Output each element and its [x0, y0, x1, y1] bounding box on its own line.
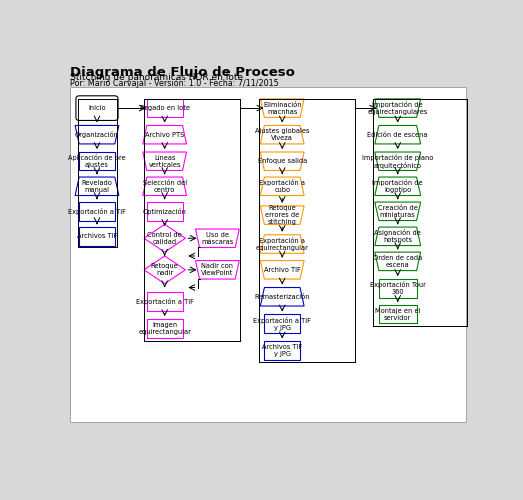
Text: Exportación a
cubo: Exportación a cubo — [259, 180, 305, 194]
Text: Exportación a TIF: Exportación a TIF — [68, 208, 126, 215]
Text: Eliminación
macnhas: Eliminación macnhas — [263, 102, 301, 114]
Polygon shape — [260, 235, 304, 254]
Polygon shape — [75, 126, 119, 144]
Text: Inicio: Inicio — [88, 105, 106, 111]
Polygon shape — [375, 227, 420, 246]
Text: Importación de plano
arquitectónico: Importación de plano arquitectónico — [362, 154, 434, 169]
Text: Diagrama de Flujo de Proceso: Diagrama de Flujo de Proceso — [70, 66, 295, 79]
Text: Creación de
miniaturas: Creación de miniaturas — [378, 205, 418, 218]
Polygon shape — [375, 202, 420, 220]
Text: Exportación a
equirectangular: Exportación a equirectangular — [256, 237, 309, 251]
Polygon shape — [260, 177, 304, 196]
Text: Exportación a TIF
y JPG: Exportación a TIF y JPG — [253, 316, 311, 330]
Text: Selección del
centro: Selección del centro — [143, 180, 187, 193]
FancyBboxPatch shape — [79, 227, 115, 246]
Text: Exportación Tour
360: Exportación Tour 360 — [370, 282, 426, 296]
Text: Enfoque salida: Enfoque salida — [258, 158, 307, 164]
Text: Archivos TIF
y JPG: Archivos TIF y JPG — [262, 344, 302, 357]
Polygon shape — [375, 252, 420, 270]
FancyBboxPatch shape — [147, 99, 183, 117]
FancyBboxPatch shape — [265, 342, 300, 360]
Polygon shape — [260, 99, 304, 117]
Text: Archivos TIF: Archivos TIF — [77, 234, 117, 239]
Text: Revelado
manual: Revelado manual — [82, 180, 112, 193]
Polygon shape — [375, 152, 420, 171]
Text: Ajustes globales
Viveza: Ajustes globales Viveza — [255, 128, 310, 141]
Text: Control de
calidad: Control de calidad — [147, 232, 182, 245]
FancyBboxPatch shape — [76, 96, 118, 120]
Polygon shape — [143, 177, 187, 196]
Text: Aplicación de pre
ajustes: Aplicación de pre ajustes — [68, 154, 126, 168]
Polygon shape — [260, 260, 304, 279]
Text: Optimización: Optimización — [143, 208, 187, 215]
Polygon shape — [375, 99, 420, 117]
FancyBboxPatch shape — [147, 292, 183, 310]
Polygon shape — [375, 126, 420, 144]
Text: Nadir con
ViewPoint: Nadir con ViewPoint — [201, 264, 234, 276]
FancyBboxPatch shape — [379, 305, 417, 324]
Text: Líneas
verticales: Líneas verticales — [149, 155, 181, 168]
Polygon shape — [260, 152, 304, 171]
Polygon shape — [196, 229, 239, 248]
FancyBboxPatch shape — [70, 87, 466, 422]
FancyBboxPatch shape — [147, 202, 183, 220]
Text: Retoque
errores de
stitching: Retoque errores de stitching — [265, 205, 299, 225]
Text: Imagen
equirectangular: Imagen equirectangular — [138, 322, 191, 335]
Text: Importación de
equirectangulares: Importación de equirectangulares — [368, 101, 428, 115]
Text: Archivo TIF: Archivo TIF — [264, 267, 301, 273]
Polygon shape — [144, 224, 185, 252]
FancyBboxPatch shape — [79, 152, 115, 171]
FancyBboxPatch shape — [379, 279, 417, 297]
Polygon shape — [143, 126, 187, 144]
Text: Asignación de
hotspots: Asignación de hotspots — [374, 230, 421, 243]
Text: Organización: Organización — [75, 131, 119, 138]
Polygon shape — [260, 206, 304, 225]
FancyBboxPatch shape — [265, 314, 300, 333]
Text: Orden de cada
escena: Orden de cada escena — [373, 255, 423, 268]
Text: Montaje en el
servidor: Montaje en el servidor — [375, 308, 420, 320]
Text: Stitching de panorámicas HDR en lote: Stitching de panorámicas HDR en lote — [70, 72, 243, 82]
Polygon shape — [143, 152, 187, 171]
Text: Archivo PTS: Archivo PTS — [145, 132, 184, 138]
Text: Por: Mario Carvajal - Versión: 1.0 - Fecha: 7/11/2015: Por: Mario Carvajal - Versión: 1.0 - Fec… — [70, 78, 279, 88]
Polygon shape — [375, 177, 420, 196]
Text: Uso de
máscaras: Uso de máscaras — [201, 232, 233, 245]
Text: Exportación a TIF: Exportación a TIF — [136, 298, 194, 305]
Text: Importación de
logotipo: Importación de logotipo — [372, 180, 423, 194]
Text: Pegado en lote: Pegado en lote — [140, 105, 190, 111]
Polygon shape — [260, 288, 304, 306]
FancyBboxPatch shape — [79, 202, 115, 220]
FancyBboxPatch shape — [147, 319, 183, 338]
Text: Retoque
nadir: Retoque nadir — [151, 264, 178, 276]
Text: Edición de escena: Edición de escena — [368, 132, 428, 138]
Polygon shape — [196, 260, 239, 279]
Polygon shape — [75, 177, 119, 196]
Polygon shape — [144, 256, 185, 283]
Text: Remasterización: Remasterización — [255, 294, 310, 300]
Polygon shape — [260, 126, 304, 144]
